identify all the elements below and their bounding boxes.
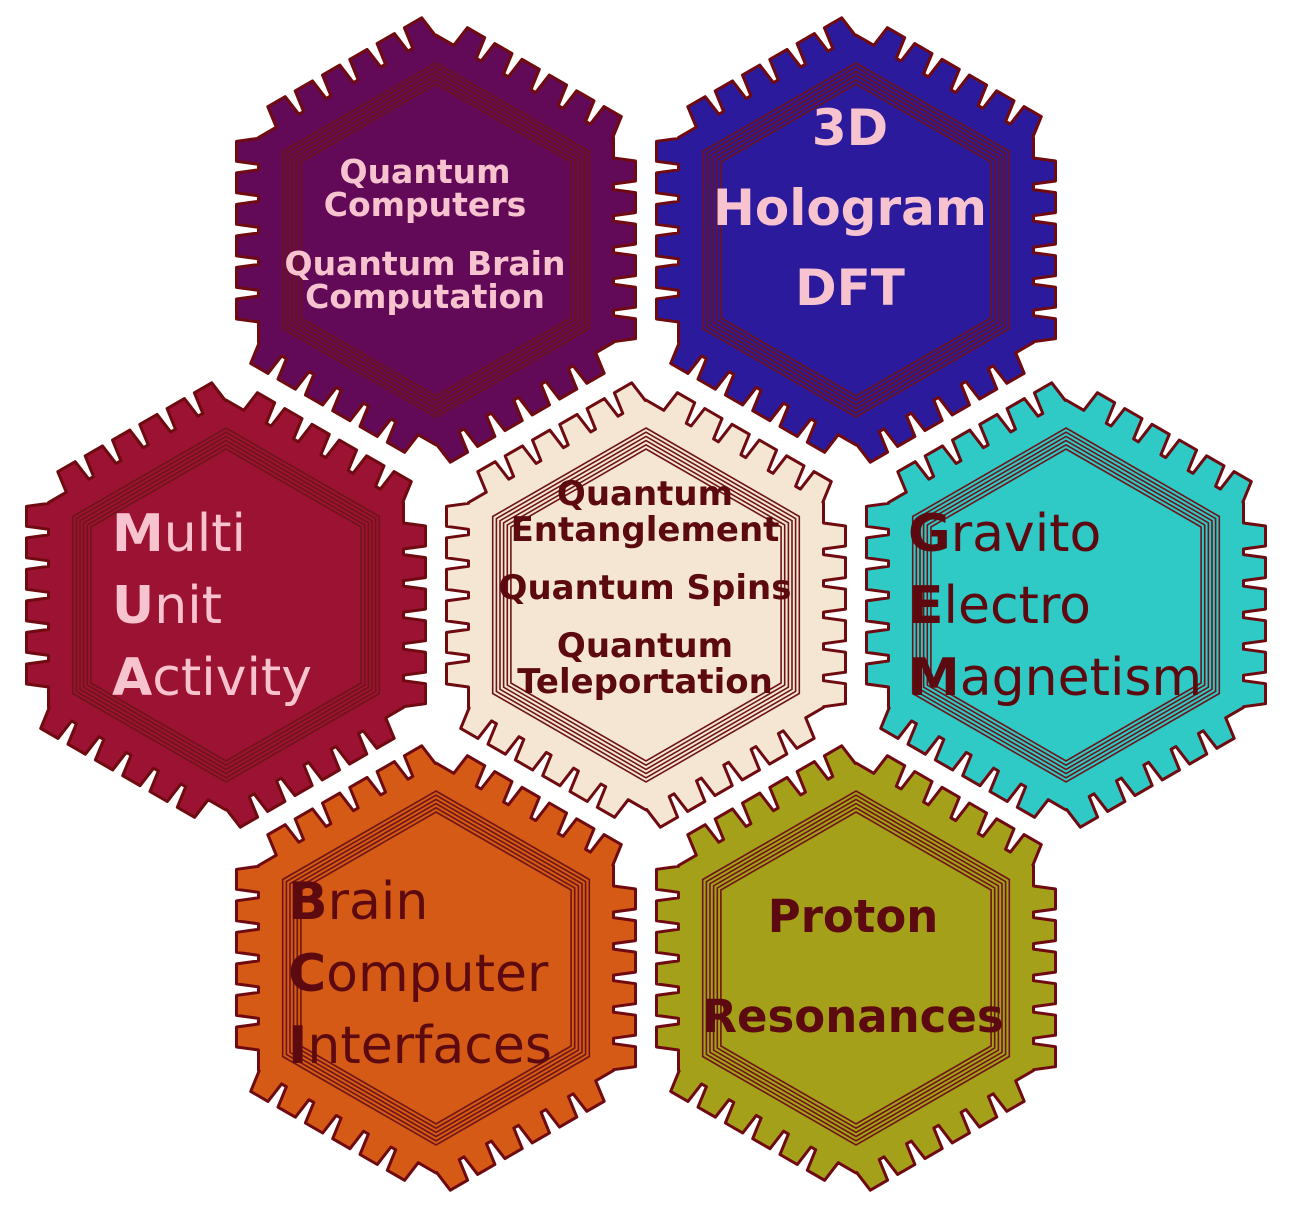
inner-hexagon-ring [502, 439, 790, 771]
gear-quantum-computing [235, 16, 637, 464]
inner-hexagon-ring [705, 66, 1007, 414]
inner-hexagon-ring [300, 811, 572, 1125]
inner-hexagon-ring [499, 435, 793, 775]
inner-hexagon-ring [709, 70, 1003, 410]
inner-hexagon-ring [709, 798, 1003, 1138]
gear-multi-unit-activity [25, 381, 427, 829]
gear-proton-resonances [655, 744, 1057, 1192]
inner-hexagon-ring [510, 448, 782, 762]
inner-hexagon-ring [300, 83, 572, 397]
inner-hexagon-ring [281, 62, 591, 418]
inner-hexagon-ring [922, 439, 1210, 771]
inner-hexagon-ring [705, 794, 1007, 1142]
inner-hexagon-ring [491, 427, 801, 783]
inner-hexagon-ring [930, 448, 1202, 762]
inner-hexagon-ring [289, 70, 583, 410]
inner-hexagon-ring [90, 448, 362, 762]
inner-hexagon-ring [701, 62, 1011, 418]
inner-hexagon-ring [86, 443, 366, 767]
gear-hologram [655, 16, 1057, 464]
inner-hexagon-ring [79, 435, 373, 775]
inner-hexagon-ring [919, 435, 1213, 775]
gear-gravito-electro-magnetism [865, 381, 1267, 829]
inner-hexagon-ring [720, 811, 992, 1125]
inner-hexagon-ring [495, 431, 797, 779]
inner-hexagon-ring [71, 427, 381, 783]
inner-hexagon-ring [292, 74, 580, 406]
inner-hexagon-ring [289, 798, 583, 1138]
inner-hexagon-ring [926, 443, 1206, 767]
inner-hexagon-ring [911, 427, 1221, 783]
inner-hexagon-ring [285, 794, 587, 1142]
inner-hexagon-ring [712, 802, 1000, 1134]
inner-hexagon-ring [296, 806, 576, 1130]
inner-hexagon-ring [292, 802, 580, 1134]
inner-hexagon-ring [281, 790, 591, 1146]
inner-hexagon-ring [701, 790, 1011, 1146]
inner-hexagon-ring [716, 806, 996, 1130]
inner-hexagon-ring [285, 66, 587, 414]
gear-brain-computer-interfaces [235, 744, 637, 1192]
inner-hexagon-ring [296, 78, 576, 402]
inner-hexagon-ring [82, 439, 370, 771]
inner-hexagon-ring [712, 74, 1000, 406]
inner-hexagon-ring [506, 443, 786, 767]
inner-hexagon-ring [716, 78, 996, 402]
gear-quantum-core [445, 381, 847, 829]
inner-hexagon-ring [75, 431, 377, 779]
inner-hexagon-ring [915, 431, 1217, 779]
inner-hexagon-ring [720, 83, 992, 397]
